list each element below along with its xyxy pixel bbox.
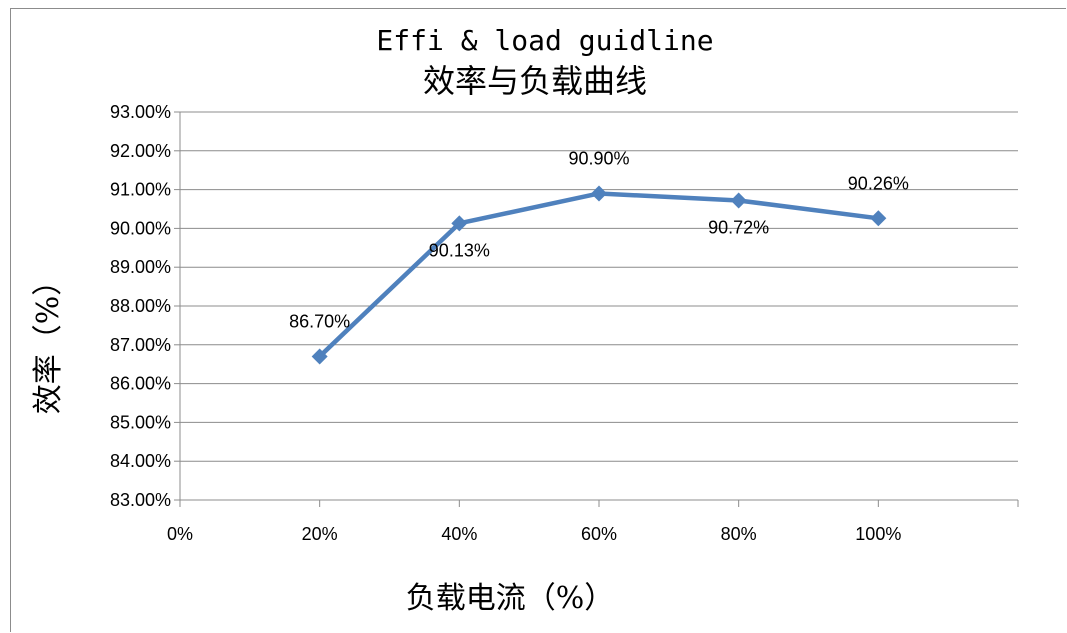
data-label: 90.26% bbox=[848, 173, 909, 193]
x-tick-label: 60% bbox=[581, 524, 617, 544]
data-labels: 86.70% 90.13% 90.90% 90.72% 90.26% bbox=[289, 148, 909, 331]
y-tick-labels: 83.00% 84.00% 85.00% 86.00% 87.00% 88.00% 89.0… bbox=[110, 102, 171, 510]
x-tick-label: 20% bbox=[302, 524, 338, 544]
data-point-marker bbox=[730, 192, 747, 209]
x-tick-labels: 0% 20% 40% 60% 80% 100% bbox=[167, 524, 901, 544]
data-label: 86.70% bbox=[289, 311, 350, 331]
y-tick-label: 91.00% bbox=[110, 180, 171, 200]
x-tick-label: 100% bbox=[855, 524, 901, 544]
data-point-marker bbox=[870, 210, 887, 227]
grid-lines bbox=[180, 111, 1018, 501]
y-tick-label: 93.00% bbox=[110, 102, 171, 122]
y-tick-label: 86.00% bbox=[110, 374, 171, 394]
axes bbox=[174, 111, 1019, 507]
y-tick-label: 83.00% bbox=[110, 490, 171, 510]
chart-frame bbox=[10, 8, 1066, 632]
data-label: 90.90% bbox=[568, 148, 629, 168]
y-tick-label: 92.00% bbox=[110, 141, 171, 161]
chart-title: Effi & load guidline bbox=[376, 24, 713, 57]
y-axis-title: 效率（%） bbox=[31, 266, 66, 415]
x-tick-label: 40% bbox=[441, 524, 477, 544]
y-tick-label: 90.00% bbox=[110, 218, 171, 238]
y-tick-label: 85.00% bbox=[110, 412, 171, 432]
y-tick-label: 87.00% bbox=[110, 335, 171, 355]
y-tick-label: 89.00% bbox=[110, 257, 171, 277]
series-line bbox=[317, 191, 881, 359]
data-label: 90.72% bbox=[708, 217, 769, 237]
y-tick-label: 88.00% bbox=[110, 296, 171, 316]
y-tick-label: 84.00% bbox=[110, 451, 171, 471]
x-axis-title: 负载电流（%） bbox=[406, 581, 615, 616]
data-point-marker bbox=[311, 348, 328, 365]
data-series bbox=[311, 185, 887, 365]
x-tick-label: 80% bbox=[721, 524, 757, 544]
x-tick-label: 0% bbox=[167, 524, 193, 544]
data-point-marker bbox=[451, 215, 468, 232]
data-label: 90.13% bbox=[429, 240, 490, 260]
data-point-marker bbox=[591, 185, 607, 202]
chart-subtitle: 效率与负载曲线 bbox=[423, 62, 647, 100]
